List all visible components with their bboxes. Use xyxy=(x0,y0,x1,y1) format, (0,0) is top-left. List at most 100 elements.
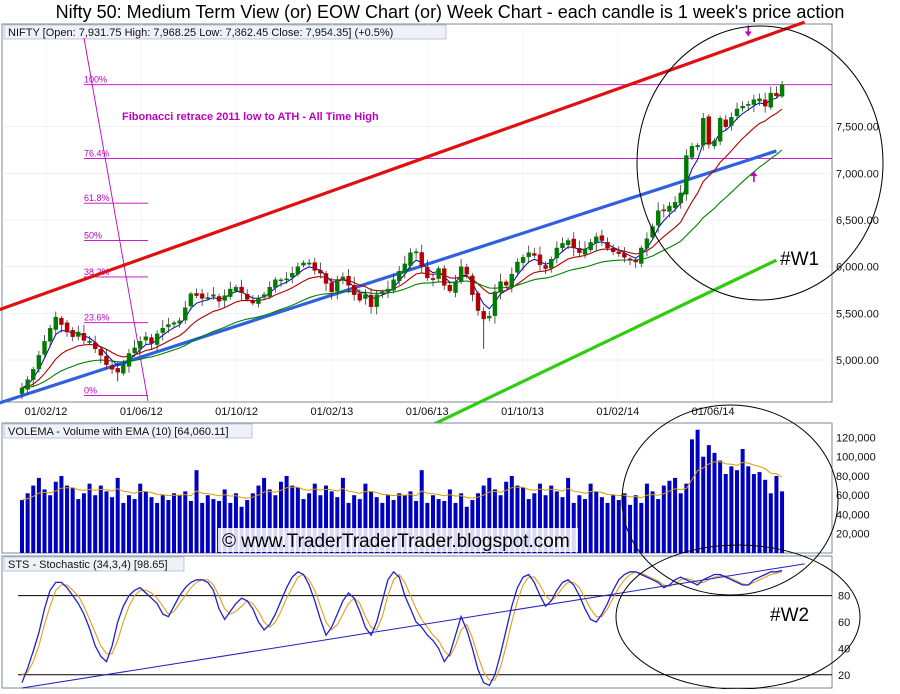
x-tick-label: 01/06/12 xyxy=(120,406,163,418)
candle-body xyxy=(667,205,672,212)
x-tick-label: 01/02/13 xyxy=(310,406,353,418)
candle-body xyxy=(762,99,768,107)
volume-bar xyxy=(453,502,458,553)
volume-bar xyxy=(290,485,295,553)
candle-body xyxy=(408,252,413,266)
candle-body xyxy=(678,192,683,204)
volume-bar xyxy=(768,493,773,553)
candle-body xyxy=(47,328,53,342)
volume-bar xyxy=(515,485,520,553)
circle-label-w2: #W2 xyxy=(770,605,809,626)
fib-label: 100% xyxy=(84,75,107,85)
candle-body xyxy=(244,293,250,300)
price-y-tick-label: 5,500.00 xyxy=(836,308,879,320)
volume-bar xyxy=(352,495,357,553)
candle-body xyxy=(374,294,379,307)
volume-bar xyxy=(70,487,75,553)
stochastic-y-ticks: 20 40 60 80 xyxy=(838,591,850,682)
candle-body xyxy=(633,260,638,263)
candle-body xyxy=(329,282,334,293)
volume-bar xyxy=(59,475,64,553)
candle-body xyxy=(599,235,605,241)
candle-body xyxy=(278,279,284,282)
watermark: © www.TraderTraderTrader.blogspot.com xyxy=(222,531,570,552)
fib-label: 50% xyxy=(84,231,102,241)
candle-body xyxy=(436,268,441,279)
candle-body xyxy=(746,104,751,106)
circle-label-w1: #W1 xyxy=(780,249,819,270)
volume-bar xyxy=(200,502,205,553)
candle-body xyxy=(154,333,160,345)
candle-body xyxy=(363,294,368,299)
candle-body xyxy=(616,251,621,254)
candle-body xyxy=(340,276,346,280)
volume-bar xyxy=(104,491,109,553)
red-channel-line xyxy=(0,20,806,312)
candle-body xyxy=(413,251,419,254)
candle-body xyxy=(216,296,222,302)
volume-bar xyxy=(81,493,86,553)
volume-bar xyxy=(678,493,683,553)
volume-bar xyxy=(419,470,424,553)
x-tick-label: 01/10/13 xyxy=(501,406,544,418)
volume-bar xyxy=(577,495,582,553)
fib-label: 0% xyxy=(84,385,97,395)
volume-bar xyxy=(650,491,655,553)
volume-bar xyxy=(126,495,131,553)
price-y-tick-label: 7,500.00 xyxy=(836,122,879,134)
volume-bar xyxy=(628,504,633,553)
volume-bar xyxy=(138,483,143,553)
candle-body xyxy=(644,238,650,249)
candle-body xyxy=(470,275,475,295)
stochastic-lines: #W2 xyxy=(18,563,832,689)
volume-bar xyxy=(267,489,272,553)
candle-body xyxy=(655,210,661,226)
candle-body xyxy=(560,243,565,249)
candle-body xyxy=(290,273,295,278)
volume-bar xyxy=(335,497,340,553)
candle-body xyxy=(487,315,492,319)
candle-body xyxy=(577,247,582,253)
volume-bar xyxy=(31,485,36,553)
candle-body xyxy=(70,330,75,337)
candle-body xyxy=(537,254,543,265)
price-y-tick-label: 6,500.00 xyxy=(836,215,879,227)
candle-body xyxy=(318,270,323,274)
volume-bar xyxy=(391,500,396,553)
circle-w1 xyxy=(636,25,884,301)
volume-bar xyxy=(250,493,255,553)
candle-body xyxy=(554,247,560,259)
candle-body xyxy=(689,146,695,158)
candle-body xyxy=(498,281,503,293)
volume-bar xyxy=(98,485,103,553)
candle-body xyxy=(571,238,576,249)
candle-body xyxy=(109,365,115,370)
volume-bar xyxy=(233,493,238,553)
volume-bar xyxy=(87,483,92,553)
candle-body xyxy=(442,268,447,286)
volume-y-tick-label: 60,000 xyxy=(836,490,870,502)
volume-bar xyxy=(605,502,610,553)
volume-bar xyxy=(222,489,227,553)
candle-body xyxy=(605,242,610,249)
candle-body xyxy=(233,287,239,291)
volume-bar xyxy=(402,495,407,553)
candle-body xyxy=(36,355,42,370)
candle-body xyxy=(672,202,678,208)
volume-bar xyxy=(160,495,165,553)
x-tick-label: 01/10/12 xyxy=(215,406,258,418)
volume-bar xyxy=(262,477,267,553)
volume-bar xyxy=(357,499,362,553)
volume-bar xyxy=(93,495,98,553)
volume-bar xyxy=(256,485,261,553)
candle-body xyxy=(706,116,712,145)
candle-body xyxy=(549,259,554,269)
candle-body xyxy=(430,278,436,280)
candle-body xyxy=(684,155,689,195)
volume-bar xyxy=(780,491,785,553)
volume-bar xyxy=(740,449,745,553)
candle-body xyxy=(115,368,120,373)
fibonacci-title: Fibonacci retrace 2011 low to ATH - All … xyxy=(122,111,379,123)
candle-body xyxy=(53,316,58,330)
price-y-tick-label: 7,000.00 xyxy=(836,168,879,180)
